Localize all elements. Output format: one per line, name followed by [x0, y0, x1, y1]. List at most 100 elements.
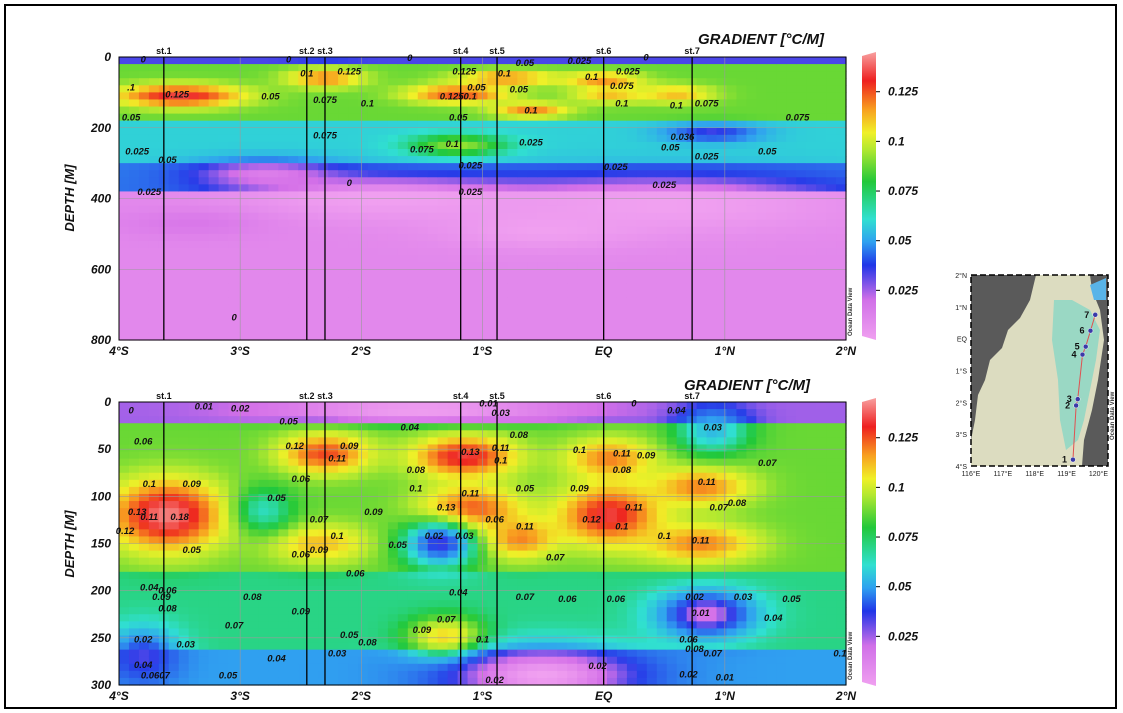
heatmap-cell	[377, 515, 389, 523]
heatmap-cell	[836, 141, 847, 150]
heatmap-cell	[766, 184, 777, 193]
heatmap-cell	[248, 269, 260, 277]
heatmap-cell	[328, 493, 339, 502]
heatmap-cell	[367, 198, 379, 207]
heatmap-cell	[119, 134, 130, 143]
heatmap-cell	[168, 501, 180, 509]
heatmap-cell	[198, 311, 210, 320]
heatmap-cell	[706, 276, 718, 284]
heatmap-cell	[547, 437, 558, 446]
heatmap-cell	[776, 226, 787, 235]
heatmap-cell	[218, 255, 230, 263]
heatmap-cell	[178, 106, 190, 115]
bottom-chart-title: GRADIENT [°C/M]	[684, 377, 811, 394]
heatmap-cell	[258, 578, 269, 587]
heatmap-cell	[348, 508, 359, 516]
heatmap-cell	[587, 120, 598, 129]
heatmap-cell	[119, 543, 130, 552]
heatmap-cell	[248, 479, 260, 488]
heatmap-cell	[328, 642, 339, 651]
heatmap-cell	[656, 233, 668, 242]
heatmap-cell	[258, 71, 269, 79]
heatmap-cell	[348, 472, 359, 481]
heatmap-cell	[766, 163, 777, 171]
heatmap-cell	[198, 593, 210, 601]
heatmap-cell	[636, 212, 648, 221]
heatmap-cell	[517, 465, 528, 474]
heatmap-cell	[138, 71, 150, 79]
heatmap-cell	[447, 156, 459, 164]
heatmap-cell	[636, 240, 648, 249]
heatmap-cell	[467, 212, 479, 221]
heatmap-cell	[537, 501, 548, 509]
heatmap-cell	[826, 134, 837, 143]
heatmap-cell	[278, 649, 289, 658]
contour-label: .1	[127, 83, 135, 94]
heatmap-cell	[427, 99, 439, 108]
heatmap-cell	[298, 465, 309, 474]
heatmap-cell	[367, 219, 379, 228]
heatmap-cell	[597, 113, 608, 122]
heatmap-cell	[427, 177, 439, 185]
heatmap-cell	[148, 198, 160, 207]
heatmap-cell	[467, 465, 479, 474]
heatmap-cell	[228, 621, 240, 629]
heatmap-cell	[497, 148, 508, 157]
heatmap-cell	[397, 543, 409, 552]
heatmap-cell	[547, 304, 558, 313]
heatmap-cell	[507, 198, 518, 207]
heatmap-cell	[597, 255, 608, 263]
heatmap-cell	[198, 325, 210, 334]
heatmap-cell	[826, 127, 837, 136]
heatmap-cell	[397, 269, 409, 277]
heatmap-cell	[358, 557, 369, 566]
heatmap-cell	[387, 423, 399, 431]
heatmap-cell	[288, 479, 299, 488]
heatmap-cell	[577, 508, 588, 516]
heatmap-cell	[706, 198, 718, 207]
colorbar-tick-label: 0.05	[888, 234, 912, 248]
heatmap-cell	[119, 628, 130, 637]
heatmap-cell	[248, 71, 260, 79]
heatmap-cell	[467, 663, 479, 672]
heatmap-cell	[447, 71, 459, 79]
heatmap-cell	[517, 557, 528, 566]
heatmap-cell	[816, 120, 827, 129]
heatmap-cell	[198, 255, 210, 263]
heatmap-cell	[656, 311, 668, 320]
heatmap-cell	[457, 486, 469, 495]
heatmap-cell	[706, 205, 718, 214]
heatmap-cell	[338, 578, 349, 587]
heatmap-cell	[646, 184, 658, 193]
heatmap-cell	[128, 430, 140, 438]
heatmap-cell	[656, 205, 668, 214]
heatmap-cell	[228, 458, 240, 467]
heatmap-cell	[148, 212, 160, 221]
heatmap-cell	[238, 522, 250, 530]
heatmap-cell	[736, 191, 748, 200]
heatmap-cell	[208, 670, 220, 679]
heatmap-cell	[128, 621, 140, 629]
heatmap-cell	[567, 332, 578, 341]
heatmap-cell	[487, 493, 499, 502]
heatmap-cell	[447, 451, 459, 460]
heatmap-cell	[567, 600, 578, 608]
heatmap-cell	[278, 536, 289, 545]
heatmap-cell	[587, 614, 598, 622]
heatmap-cell	[377, 663, 389, 672]
heatmap-cell	[188, 198, 200, 207]
heatmap-cell	[696, 113, 708, 122]
heatmap-cell	[696, 276, 708, 284]
heatmap-cell	[826, 92, 837, 101]
heatmap-cell	[138, 663, 150, 672]
heatmap-cell	[178, 663, 190, 672]
heatmap-cell	[298, 670, 309, 679]
heatmap-cell	[547, 444, 558, 453]
heatmap-cell	[328, 134, 339, 143]
heatmap-cell	[367, 557, 379, 566]
heatmap-cell	[308, 106, 319, 115]
heatmap-cell	[278, 141, 289, 150]
heatmap-cell	[666, 198, 678, 207]
heatmap-cell	[128, 255, 140, 263]
heatmap-cell	[138, 635, 150, 644]
